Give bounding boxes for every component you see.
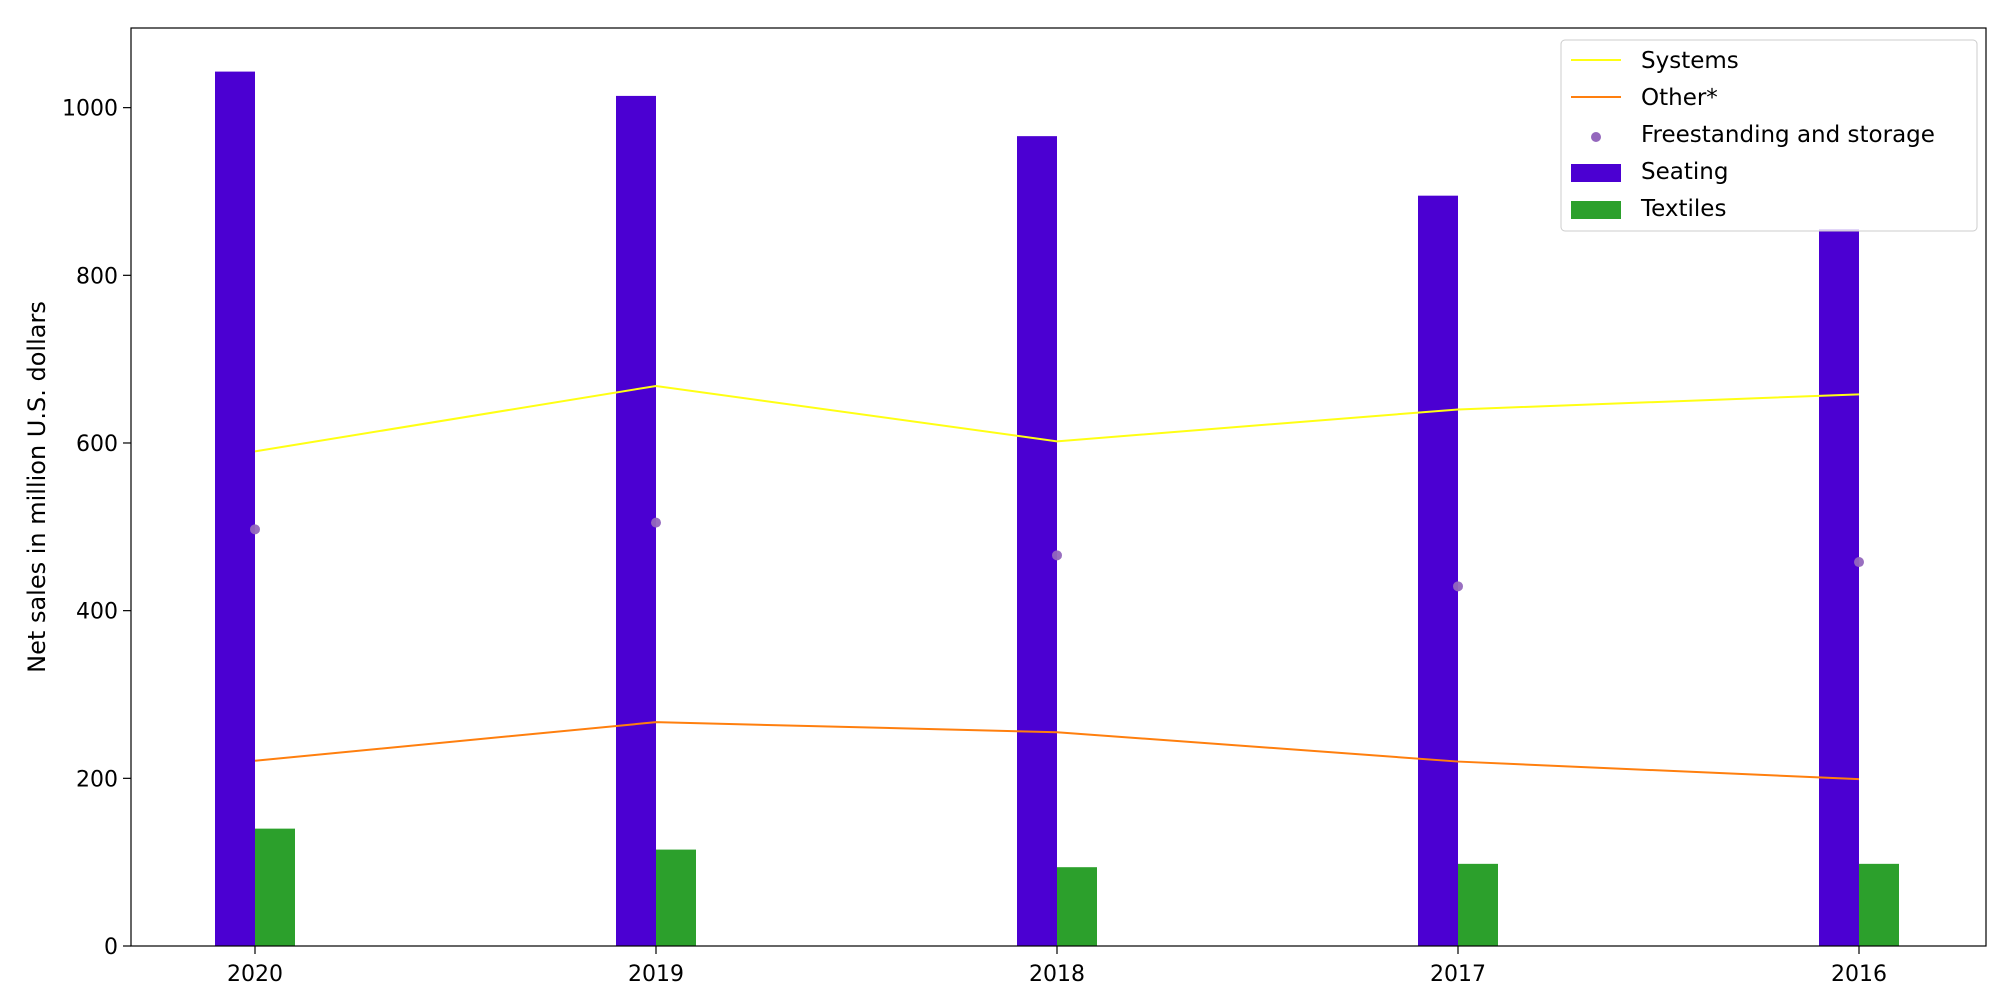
seating-bar-2019 (616, 95, 656, 946)
seating-bar-2020 (215, 71, 255, 946)
textiles-bar-2020 (255, 828, 295, 946)
textiles-bar-2016 (1859, 863, 1899, 946)
plot-frame (130, 27, 1987, 947)
textiles-legend-swatch (1571, 201, 1621, 219)
freestanding-and-storage-point-2016 (1854, 557, 1864, 568)
x-tick-label: 2020 (227, 962, 283, 987)
freestanding-and-storage-point-2019 (651, 517, 661, 528)
freestanding-and-storage-point-2020 (250, 524, 260, 535)
bars-layer (215, 71, 1899, 947)
seating-legend-swatch (1571, 164, 1621, 182)
other-series-line (254, 721, 1860, 781)
points-layer (250, 517, 1864, 592)
y-tick-label: 600 (76, 432, 118, 457)
freestanding-and-storage-legend-label: Freestanding and storage (1641, 122, 1935, 148)
y-tick-label: 0 (104, 935, 118, 960)
seating-bar-2017 (1418, 195, 1458, 946)
x-tick-label: 2018 (1029, 962, 1085, 987)
other-legend-label: Other* (1641, 85, 1718, 111)
systems-legend-label: Systems (1641, 48, 1739, 74)
textiles-bar-2019 (656, 849, 696, 946)
y-tick-label: 200 (76, 767, 118, 792)
freestanding-and-storage-point-2017 (1453, 581, 1463, 592)
textiles-bar-2018 (1057, 867, 1097, 946)
seating-bar-2018 (1017, 136, 1057, 946)
systems-series-line (254, 384, 1860, 453)
lines-layer (254, 384, 1860, 781)
y-tick-label: 800 (76, 264, 118, 289)
y-axis: 0 200 400 600 800 1000 (62, 97, 131, 960)
x-tick-label: 2019 (628, 962, 684, 987)
x-axis: 2020 2019 2018 2017 2016 (227, 946, 1887, 987)
y-tick-label: 1000 (62, 97, 118, 122)
freestanding-and-storage-point-2018 (1052, 550, 1062, 561)
textiles-legend-label: Textiles (1640, 196, 1726, 222)
x-tick-label: 2016 (1831, 962, 1887, 987)
seating-bar-2016 (1819, 229, 1859, 947)
seating-legend-label: Seating (1641, 159, 1728, 185)
legend: Systems Other* Freestanding and storage Sea… (1560, 39, 1978, 232)
textiles-bar-2017 (1458, 863, 1498, 946)
y-axis-title: Net sales in million U.S. dollars (23, 301, 51, 673)
legend-box (1560, 39, 1978, 232)
y-tick-label: 400 (76, 600, 118, 625)
x-tick-label: 2017 (1430, 962, 1486, 987)
freestanding-and-storage-legend-swatch (1591, 132, 1601, 142)
